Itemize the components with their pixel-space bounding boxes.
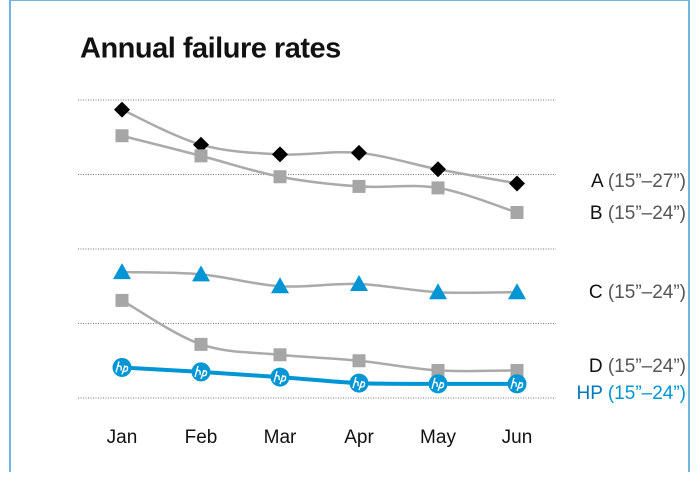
- marker: [192, 265, 210, 282]
- marker: [191, 362, 211, 382]
- series-line: [120, 299, 519, 373]
- x-tick-label: Jan: [107, 427, 138, 448]
- marker: [429, 283, 447, 300]
- marker: [507, 374, 527, 394]
- marker: [431, 181, 445, 195]
- marker: [273, 170, 287, 184]
- series-line: [120, 134, 519, 214]
- marker: [115, 293, 129, 307]
- marker: [510, 363, 524, 377]
- x-tick-label: Mar: [264, 427, 297, 448]
- legend-label: B (15”–24”): [590, 203, 686, 224]
- marker: [270, 367, 290, 387]
- marker: [350, 275, 368, 292]
- marker: [114, 101, 130, 118]
- x-tick-label: May: [420, 427, 456, 448]
- series-line: [120, 108, 519, 185]
- x-tick-label: Feb: [185, 427, 218, 448]
- marker-logo: [510, 377, 524, 392]
- chart-title: Annual failure rates: [80, 33, 341, 65]
- marker: [510, 205, 524, 219]
- marker: [113, 263, 131, 280]
- legend-label: A (15”–27”): [591, 171, 686, 192]
- marker: [115, 129, 129, 143]
- marker-disc: [270, 367, 290, 387]
- marker-logo: [273, 370, 287, 385]
- marker: [193, 136, 209, 153]
- marker: [352, 179, 366, 193]
- marker: [509, 175, 525, 192]
- legend-label: HP (15”–24”): [577, 383, 686, 404]
- marker: [508, 283, 526, 300]
- marker: [431, 363, 445, 377]
- marker: [112, 357, 132, 377]
- frame: [9, 0, 690, 477]
- marker-logo: [352, 376, 366, 391]
- marker: [349, 373, 369, 393]
- marker: [273, 348, 287, 362]
- marker-logo: [194, 365, 208, 380]
- legend-label: C (15”–24”): [589, 282, 686, 303]
- marker: [352, 354, 366, 368]
- series-line: [120, 270, 519, 295]
- marker: [194, 149, 208, 163]
- grid: [78, 99, 556, 399]
- x-tick-label: Apr: [344, 427, 374, 448]
- marker-disc: [507, 374, 527, 394]
- legend-label: D (15”–24”): [589, 356, 686, 377]
- marker-logo: [431, 377, 445, 392]
- marker-logo: [115, 361, 129, 375]
- marker: [351, 144, 367, 161]
- marker: [428, 374, 448, 394]
- marker: [272, 146, 288, 163]
- marker-disc: [349, 373, 369, 393]
- marker-disc: [191, 362, 211, 382]
- marker-disc: [428, 374, 448, 394]
- marker: [271, 277, 289, 294]
- marker-disc: [112, 357, 132, 377]
- marker: [194, 337, 208, 351]
- x-tick-label: Jun: [502, 427, 533, 448]
- plot: [112, 101, 527, 394]
- marker: [430, 161, 446, 178]
